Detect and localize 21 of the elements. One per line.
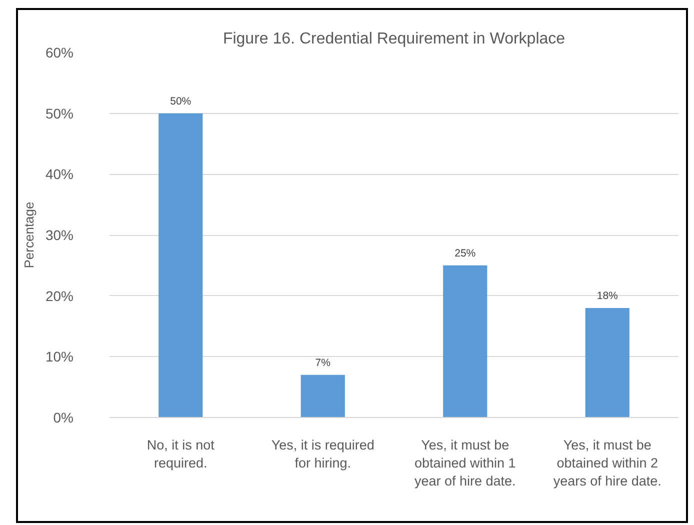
y-tick-label: 20% [45,288,74,304]
data-label: 7% [315,356,330,369]
x-tick-label: Yes, it is required for hiring. [271,438,374,470]
y-tick-label: 60% [45,44,74,60]
y-tick-label: 10% [45,348,74,365]
data-label: 18% [596,290,618,302]
bar [443,265,488,418]
x-tick-label: Yes, it must be obtained within 1 year of hire date. [414,438,516,488]
y-tick-label: 30% [45,227,74,243]
y-axis-title: Percentage [21,202,36,268]
x-tick-label: No, it is not required. [146,438,215,470]
y-tick-label: 0% [53,410,74,426]
data-label: 25% [454,247,476,260]
x-tick-label: Yes, it must be obtained within 2 years of hire date. [553,438,662,488]
bar [158,113,203,418]
y-tick-label: 50% [45,105,74,122]
bar [585,308,630,418]
bar [300,374,345,418]
y-tick-label: 40% [45,166,74,182]
chart-title: Figure 16. Credential Requirement in Workplace [222,30,566,48]
data-label: 50% [170,95,192,108]
